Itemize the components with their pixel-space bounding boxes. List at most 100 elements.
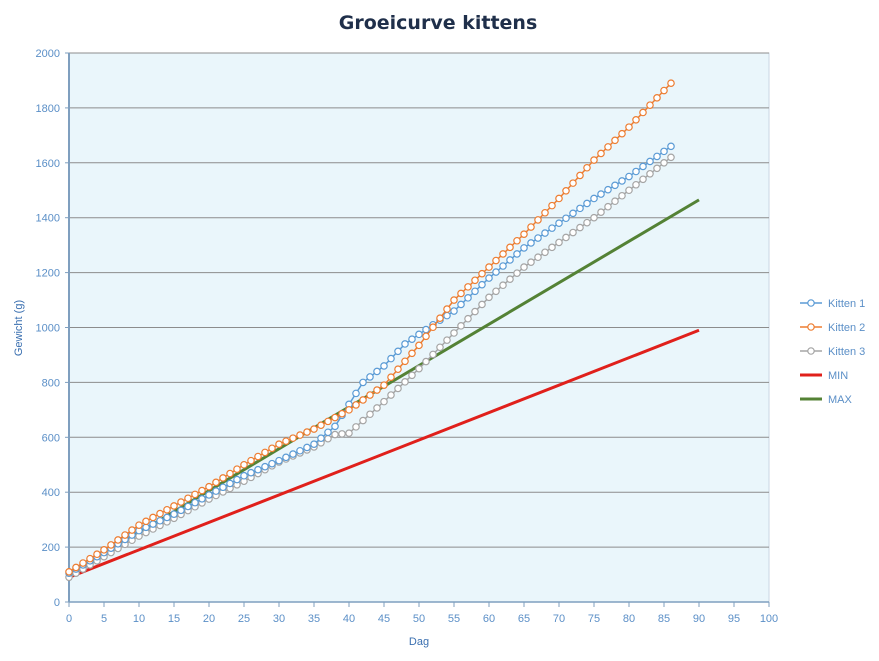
data-point [464, 314, 472, 323]
data-point [436, 343, 444, 352]
data-point [79, 559, 87, 567]
data-point [254, 465, 262, 474]
data-point [478, 280, 486, 289]
data-point [576, 223, 584, 232]
y-tick-label: 1000 [36, 323, 60, 335]
data-point [142, 517, 150, 526]
x-axis-title: Dag [409, 636, 429, 648]
data-point [485, 274, 493, 282]
data-point [548, 201, 556, 210]
data-point [240, 471, 248, 480]
series-line [68, 328, 700, 579]
data-point [289, 434, 297, 442]
data-point [429, 323, 437, 332]
data-point [100, 546, 108, 554]
data-point [198, 494, 206, 503]
data-point [499, 250, 507, 258]
data-point [233, 475, 241, 484]
data-point [457, 289, 465, 298]
data-point [338, 409, 346, 418]
data-point [541, 229, 549, 237]
data-point [499, 262, 507, 270]
data-point [485, 263, 493, 271]
data-point [632, 115, 640, 124]
data-point [534, 253, 542, 262]
data-point [625, 172, 633, 181]
data-point [282, 437, 290, 445]
legend-item: MAX [800, 394, 853, 406]
data-point [604, 143, 612, 151]
data-point [548, 224, 556, 232]
data-point [394, 384, 402, 393]
legend-marker [807, 299, 815, 307]
x-axis-ticks: 0 5 10 15 20 25 30 35 40 45 50 55 60 65 70 75 80 85 90 95 10… [66, 602, 778, 625]
data-point [107, 541, 115, 549]
data-point [429, 350, 437, 359]
data-point [408, 349, 416, 358]
data-point [492, 287, 500, 296]
legend-item: Kitten 1 [800, 298, 865, 310]
data-point [373, 386, 381, 394]
data-point [387, 354, 395, 363]
data-point [492, 256, 500, 265]
series-kitten-2 [65, 79, 675, 576]
data-point [401, 340, 409, 348]
data-point [205, 482, 213, 491]
y-tick-label: 800 [42, 377, 60, 389]
data-point [478, 269, 486, 278]
data-point [667, 79, 675, 87]
y-tick-label: 1400 [36, 213, 60, 225]
series-kitten-1 [65, 142, 675, 577]
legend-label: Kitten 1 [828, 298, 865, 310]
data-point [562, 186, 570, 195]
y-tick-label: 600 [42, 432, 60, 444]
data-point [639, 175, 647, 184]
legend-marker [807, 323, 815, 331]
data-point [450, 296, 458, 304]
data-point [569, 228, 577, 237]
data-point [387, 391, 395, 399]
y-tick-label: 1600 [36, 158, 60, 170]
x-tick-label: 35 [308, 613, 320, 625]
data-point [275, 440, 283, 448]
data-point [653, 94, 661, 102]
data-point [499, 281, 507, 290]
data-point [569, 209, 577, 218]
data-point [408, 371, 416, 380]
series-min [68, 328, 700, 579]
x-tick-label: 75 [588, 613, 600, 625]
data-point [352, 423, 360, 431]
data-point [303, 428, 311, 436]
data-point [646, 169, 654, 178]
legend-label: Kitten 3 [828, 346, 865, 358]
data-point [590, 194, 598, 203]
data-point [597, 190, 605, 198]
data-point [527, 258, 535, 266]
data-point [471, 276, 479, 285]
x-tick-label: 45 [378, 613, 390, 625]
data-point [233, 465, 241, 473]
data-point [226, 469, 234, 478]
data-point [611, 197, 619, 206]
data-point [639, 162, 647, 171]
data-point [422, 357, 430, 366]
data-point [513, 269, 521, 277]
data-point [310, 425, 318, 433]
data-point [548, 243, 556, 252]
data-point [506, 275, 514, 283]
data-point [625, 123, 633, 131]
data-point [513, 236, 521, 245]
data-point [359, 378, 367, 387]
data-point [541, 248, 549, 257]
data-point [422, 325, 430, 334]
data-point [121, 531, 129, 539]
data-point [632, 180, 640, 189]
data-point [240, 460, 248, 469]
data-point [191, 498, 199, 507]
data-point [639, 108, 647, 117]
legend-marker [807, 347, 815, 355]
data-point [331, 430, 339, 439]
data-point [513, 250, 521, 258]
data-point [569, 179, 577, 187]
